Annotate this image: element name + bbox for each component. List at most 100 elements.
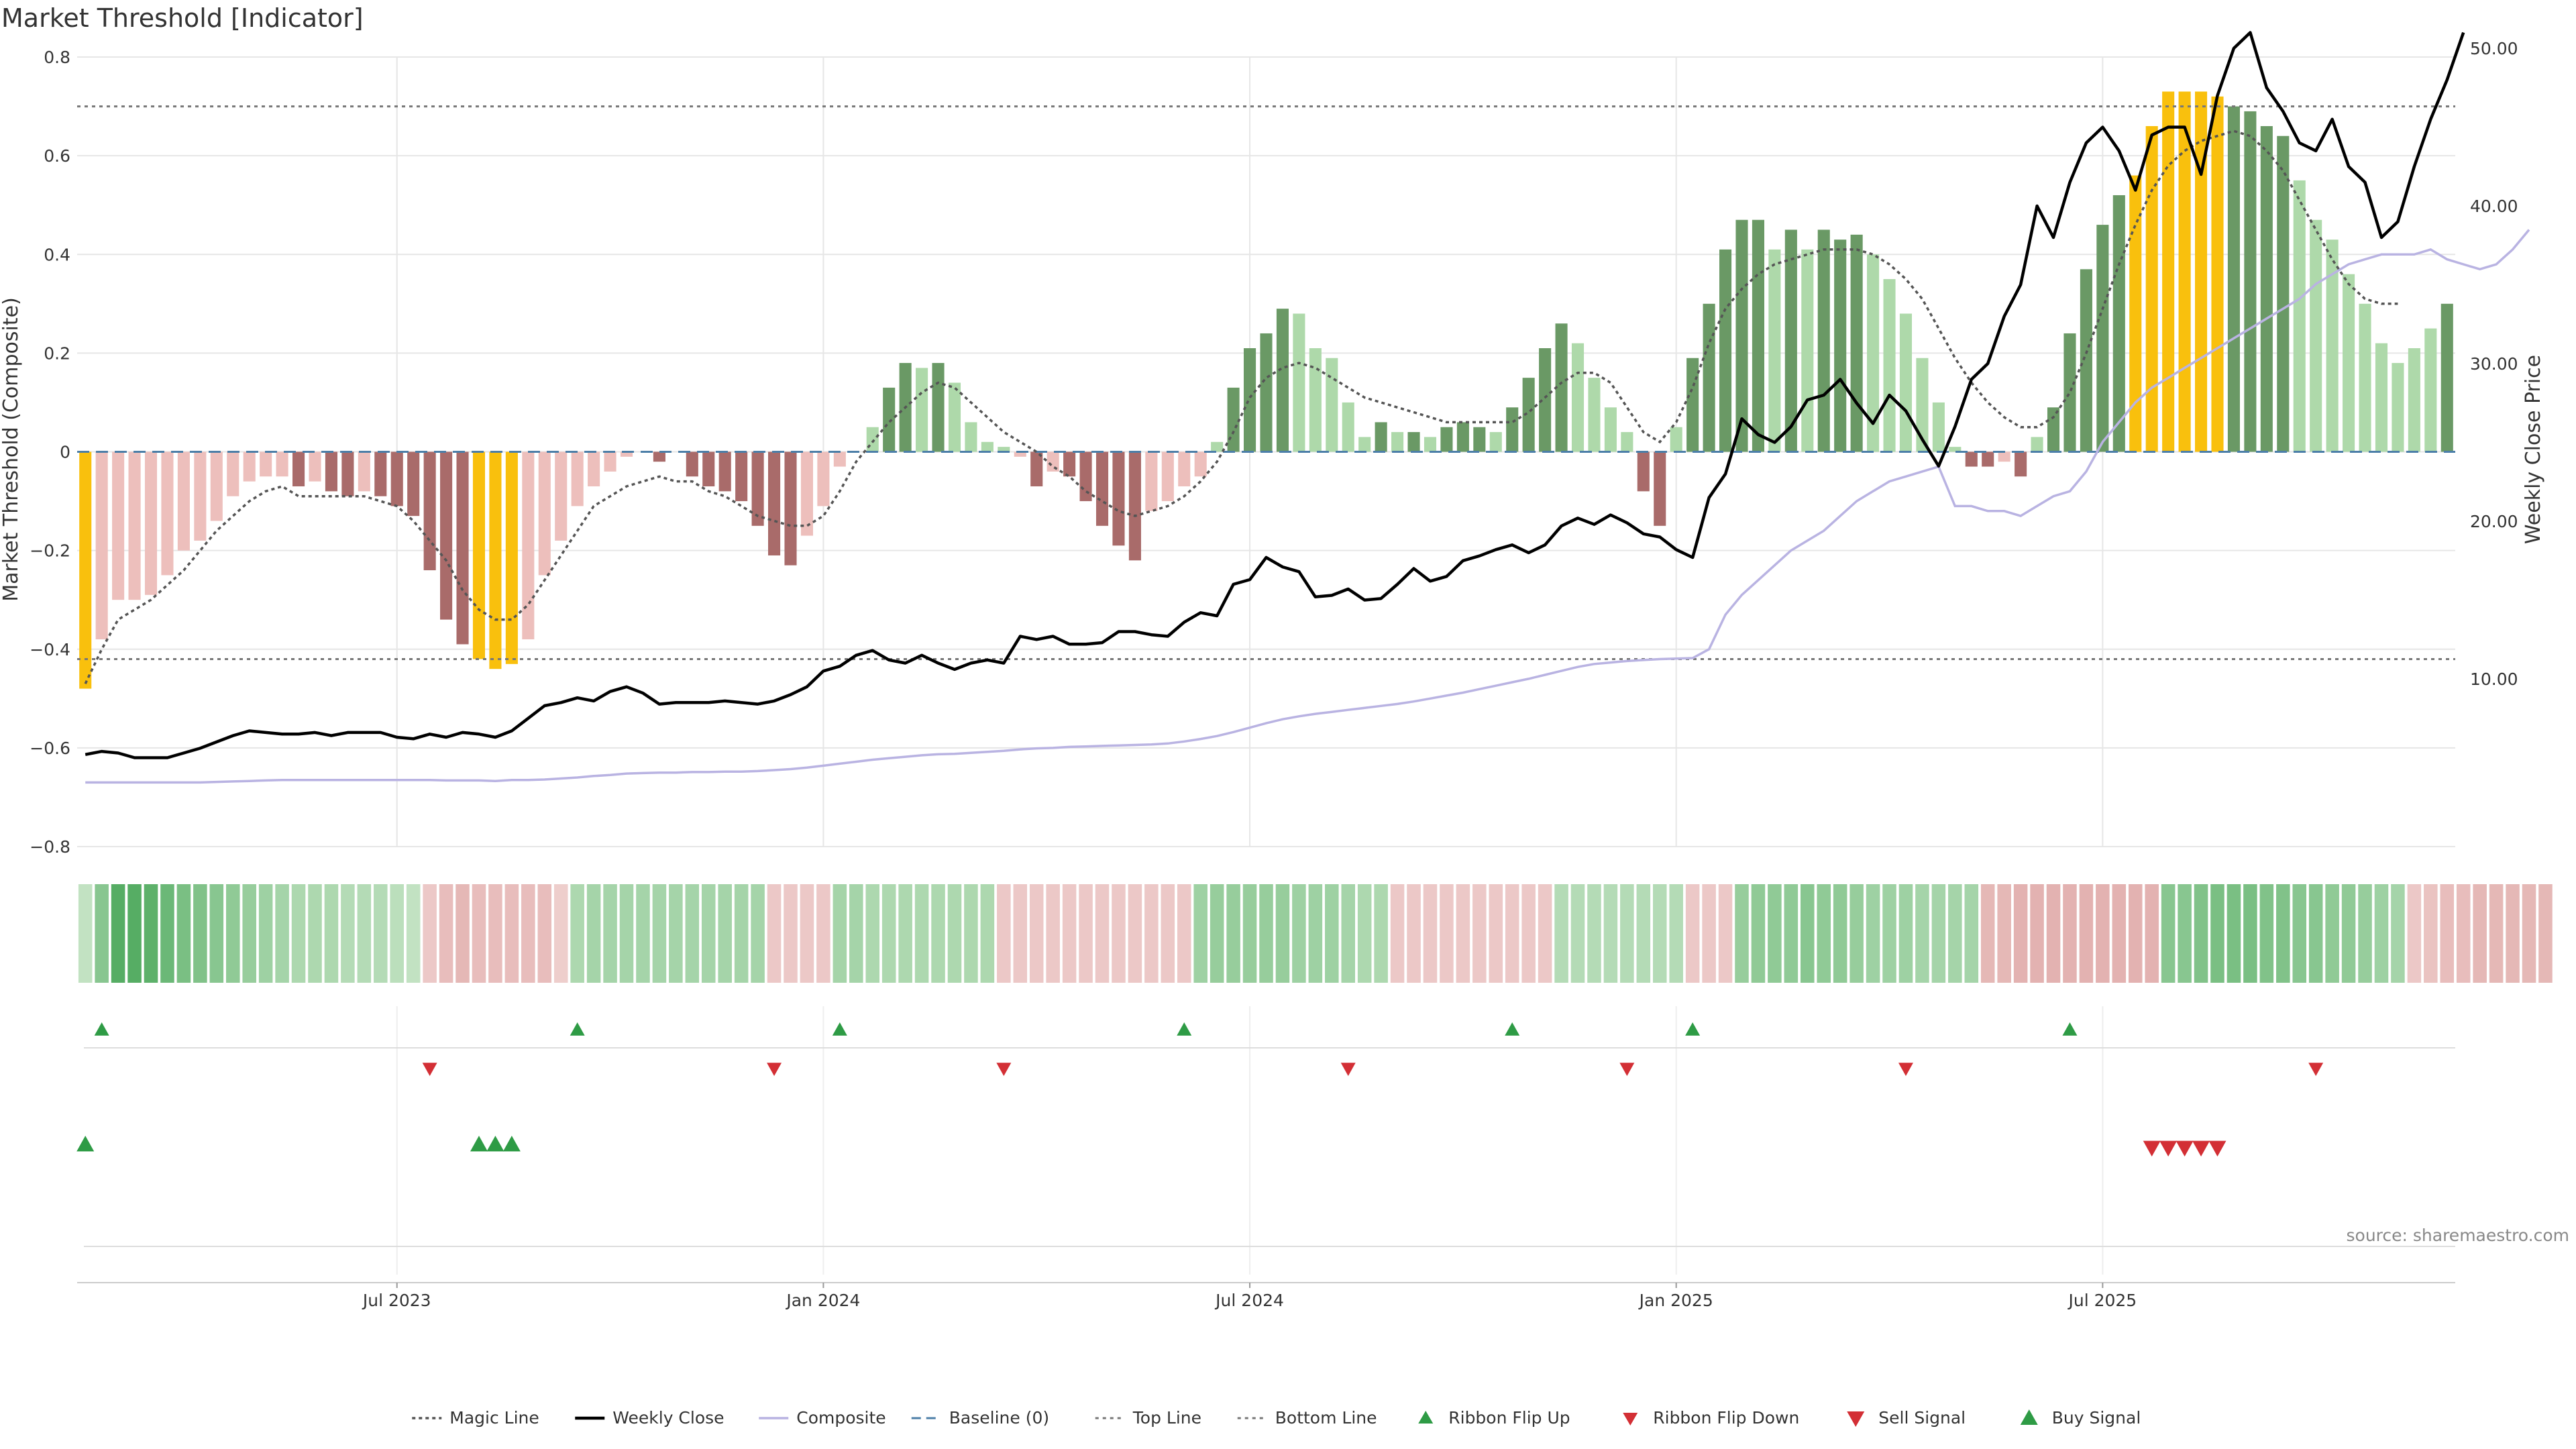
composite-bar (472, 451, 486, 659)
composite-bar (1260, 333, 1273, 452)
ribbon-cell (2276, 884, 2290, 983)
ribbon-cell (2178, 884, 2192, 983)
composite-bar (833, 451, 846, 467)
ribbon-cell (1275, 884, 1290, 983)
composite-bar (1604, 407, 1617, 452)
composite-bar (144, 451, 158, 595)
composite-bar (1293, 313, 1305, 452)
ribbon-cell (472, 884, 486, 983)
composite-bar (2015, 451, 2027, 477)
composite-bar (2080, 269, 2092, 452)
ribbon-cell (111, 884, 125, 983)
ribbon-flip-down-marker (996, 1063, 1012, 1076)
ribbon-cell (504, 884, 519, 983)
composite-bar (1899, 313, 1913, 452)
composite-bar (2063, 333, 2076, 452)
ribbon-cell (1357, 884, 1372, 983)
composite-bar (1178, 451, 1191, 486)
ribbon-cell (357, 884, 372, 983)
ribbon-cell (1833, 884, 1847, 983)
composite-bar (2211, 96, 2224, 452)
ribbon-cell (619, 884, 634, 983)
buy-signal-marker (470, 1136, 488, 1152)
composite-bar (1063, 451, 1076, 477)
composite-bar (1588, 378, 1601, 452)
composite-bar (1686, 358, 1699, 452)
ribbon-cell (537, 884, 552, 983)
ribbon-cell (2243, 884, 2257, 983)
ribbon-cell (2424, 884, 2438, 983)
composite-bar (358, 451, 370, 492)
ribbon-cell (833, 884, 847, 983)
composite-bar (522, 451, 535, 640)
composite-bar (2178, 91, 2191, 452)
ribbon-cell (1784, 884, 1799, 983)
composite-bar (1342, 402, 1354, 452)
ribbon-cell (2112, 884, 2127, 983)
ribbon-cell (1521, 884, 1536, 983)
x-tick-label: Jul 2024 (1214, 1291, 1284, 1310)
composite-bar (309, 451, 321, 482)
ribbon-flip-up-marker (570, 1022, 585, 1036)
composite-bar (620, 451, 633, 457)
composite-bar (95, 451, 108, 640)
ribbon-cell (1292, 884, 1306, 983)
ribbon-cell (2506, 884, 2520, 983)
composite-bar (1326, 358, 1338, 452)
ribbon-cell (78, 884, 93, 983)
x-tick-label: Jul 2023 (362, 1291, 431, 1310)
composite-bar (260, 451, 272, 477)
composite-bar (1801, 249, 1814, 452)
composite-bar (1850, 234, 1863, 452)
composite-bar (1407, 432, 1420, 452)
composite-bar (1244, 348, 1256, 452)
ribbon-cell (1390, 884, 1405, 983)
buy-signal-marker (502, 1136, 521, 1152)
composite-bar (1424, 437, 1437, 452)
legend-label: Baseline (0) (949, 1408, 1049, 1428)
y-tick-label: 0 (60, 443, 70, 462)
composite-bar (1752, 219, 1764, 452)
ribbon-cell (2407, 884, 2422, 983)
ribbon-cell (2063, 884, 2077, 983)
ribbon-cell (176, 884, 191, 983)
ribbon-cell (849, 884, 863, 983)
ribbon-cell (1866, 884, 1880, 983)
ribbon-cell (997, 884, 1011, 983)
sell-signal-marker (2192, 1140, 2210, 1157)
ribbon-cell (816, 884, 830, 983)
ribbon-cell (1341, 884, 1356, 983)
composite-bar (1440, 427, 1453, 452)
ribbon-flip-up-marker (1685, 1022, 1701, 1036)
composite-bar (1375, 422, 1387, 452)
ribbon-cell (242, 884, 256, 983)
ribbon-cell (95, 884, 109, 983)
composite-bar (341, 451, 354, 496)
ribbon-cell (423, 884, 437, 983)
ribbon-cell (751, 884, 765, 983)
ribbon-cell (1374, 884, 1388, 983)
composite-bar (768, 451, 781, 555)
bars-layer (79, 91, 2453, 689)
composite-bar (2343, 274, 2355, 452)
composite-bar (390, 451, 403, 506)
composite-bar (2326, 239, 2339, 452)
ribbon-cell (1620, 884, 1634, 983)
ribbon-cell (2325, 884, 2339, 983)
ribbon-cell (406, 884, 421, 983)
composite-bar (1834, 239, 1847, 452)
ribbon-cell (898, 884, 912, 983)
composite-bar (735, 451, 748, 502)
ribbon-cell (1538, 884, 1552, 983)
composite-bar (588, 451, 600, 486)
composite-bar (325, 451, 337, 492)
ribbon-cell (2308, 884, 2323, 983)
y-tick-label: 0.4 (44, 245, 70, 264)
ribbon-cell (2440, 884, 2455, 983)
composite-bar (538, 451, 551, 576)
composite-bar (2359, 303, 2371, 452)
ribbon-cell (390, 884, 405, 983)
composite-bar (1555, 323, 1568, 452)
legend-swatch-flip-up (1418, 1411, 1434, 1424)
ribbon-cell (1603, 884, 1618, 983)
